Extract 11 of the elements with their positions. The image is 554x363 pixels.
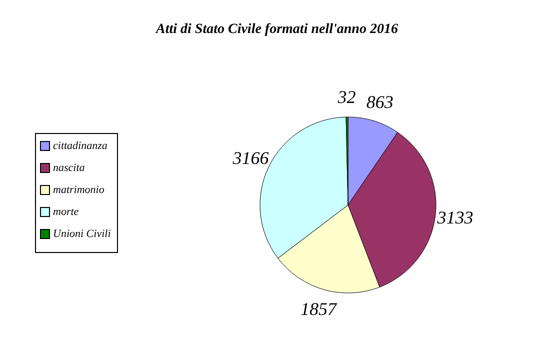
data-label: 3166	[232, 148, 269, 168]
legend-label: nascita	[53, 162, 85, 174]
legend-label: matrimonio	[53, 184, 104, 196]
legend-label: Unioni Civili	[53, 228, 111, 240]
data-label: 3133	[436, 207, 474, 228]
chart-title: Atti di Stato Civile formati nell'anno 2016	[154, 22, 399, 38]
legend-label: cittadinanza	[53, 140, 108, 152]
data-label: 1857	[300, 298, 338, 319]
data-label: 863	[366, 92, 394, 112]
legend-label: morte	[53, 206, 79, 218]
data-label: 32	[336, 87, 356, 108]
